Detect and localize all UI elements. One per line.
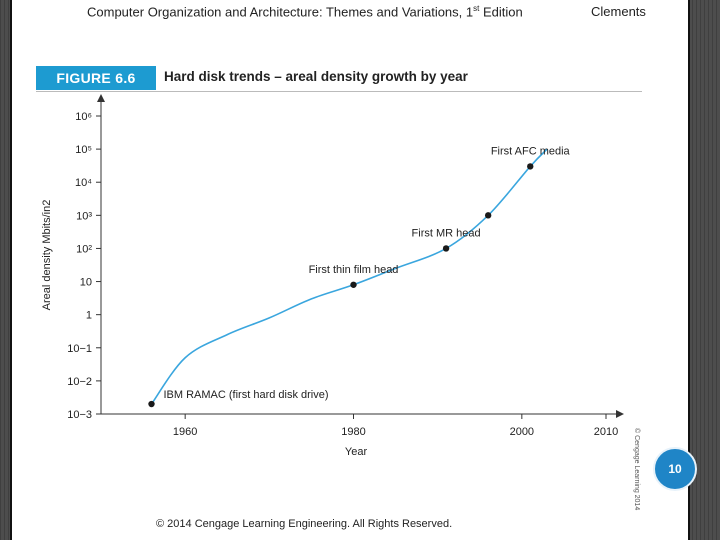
y-tick-label: 10⁵ (75, 144, 92, 156)
slide: Computer Organization and Architecture: … (12, 0, 697, 540)
milestone-dot (527, 163, 534, 170)
slide-header-title: Computer Organization and Architecture: … (87, 4, 523, 19)
figure-copyright: © Cengage Learning 2014 (633, 428, 640, 511)
milestone-dot (442, 245, 450, 252)
figure-title-rule (36, 91, 642, 92)
figure-badge: FIGURE 6.6 (36, 66, 156, 90)
figure-header: FIGURE 6.6 Hard disk trends – areal dens… (36, 66, 642, 90)
x-axis-arrow (616, 410, 624, 418)
milestone-label: First MR head (412, 227, 481, 239)
x-tick-label: 1960 (173, 426, 197, 438)
page-number-badge: 10 (653, 447, 697, 491)
milestone-label: IBM RAMAC (first hard disk drive) (164, 389, 329, 401)
y-tick-label: 10⁴ (75, 177, 92, 189)
x-axis-label: Year (345, 446, 368, 456)
y-tick-label: 1 (86, 310, 92, 322)
y-tick-label: 10³ (76, 210, 92, 222)
x-tick-label: 2000 (510, 426, 534, 438)
title-tail: Edition (479, 4, 523, 20)
slide-left-edge (10, 0, 12, 540)
y-tick-label: 10−1 (67, 343, 92, 355)
y-axis-arrow (97, 94, 105, 102)
x-tick-label: 2010 (594, 426, 618, 438)
density-curve (150, 148, 548, 405)
y-tick-label: 10 (80, 277, 92, 289)
y-axis-label: Areal density Mbits/in2 (41, 200, 53, 311)
x-tick-label: 1980 (341, 426, 365, 438)
milestone-dot (148, 400, 155, 408)
y-tick-label: 10⁶ (75, 111, 92, 123)
title-superscript: st (473, 4, 480, 13)
milestone-label: First AFC media (491, 145, 571, 157)
y-tick-label: 10−2 (67, 376, 92, 388)
areal-density-chart: 10−3 10−2 10−1 1 10 10² 10³ 10⁴ 10⁵ 10⁶ 1960 1980 20… (41, 94, 624, 456)
milestone-dot (350, 281, 357, 288)
y-tick-label: 10² (76, 243, 92, 255)
figure-panel: FIGURE 6.6 Hard disk trends – areal dens… (36, 66, 642, 510)
milestone-label: First thin film head (309, 264, 399, 276)
slide-header-author: Clements (591, 4, 646, 19)
title-main: Computer Organization and Architecture: … (87, 4, 474, 20)
milestone-dot (484, 212, 492, 219)
footer-copyright: © 2014 Cengage Learning Engineering. All… (156, 518, 453, 530)
figure-title: Hard disk trends – areal density growth … (164, 69, 468, 84)
y-tick-label: 10−3 (67, 409, 92, 421)
slide-right-edge (688, 0, 690, 540)
